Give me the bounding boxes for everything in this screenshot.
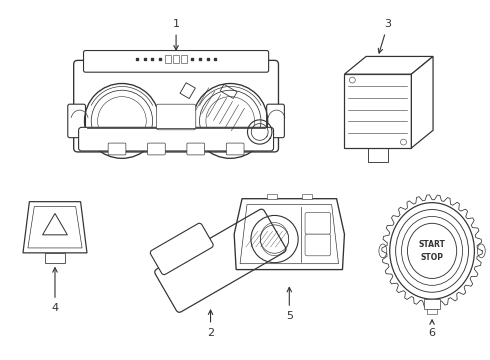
Text: 3: 3 — [378, 19, 391, 53]
Text: STOP: STOP — [420, 253, 443, 262]
FancyBboxPatch shape — [147, 143, 165, 155]
Text: 5: 5 — [286, 287, 293, 321]
Text: 1: 1 — [172, 19, 179, 50]
Ellipse shape — [408, 223, 457, 278]
Text: START: START — [418, 240, 445, 249]
Bar — [302, 194, 312, 199]
Bar — [181, 55, 187, 63]
Bar — [165, 55, 171, 63]
FancyBboxPatch shape — [150, 223, 213, 275]
FancyBboxPatch shape — [305, 212, 331, 234]
Polygon shape — [412, 57, 433, 148]
FancyBboxPatch shape — [108, 143, 126, 155]
FancyBboxPatch shape — [267, 104, 284, 138]
Text: 6: 6 — [429, 320, 436, 338]
Polygon shape — [344, 57, 433, 74]
Ellipse shape — [390, 203, 474, 299]
FancyBboxPatch shape — [156, 104, 196, 130]
FancyBboxPatch shape — [68, 104, 85, 138]
FancyBboxPatch shape — [305, 234, 331, 256]
FancyBboxPatch shape — [226, 143, 244, 155]
Bar — [267, 194, 276, 199]
Polygon shape — [344, 74, 412, 148]
FancyBboxPatch shape — [155, 209, 286, 312]
Bar — [45, 253, 65, 263]
FancyBboxPatch shape — [74, 60, 278, 152]
Text: 2: 2 — [207, 310, 214, 338]
Bar — [173, 55, 179, 63]
Text: 4: 4 — [51, 268, 58, 313]
FancyBboxPatch shape — [83, 50, 269, 72]
Bar — [424, 299, 440, 309]
FancyBboxPatch shape — [78, 127, 273, 151]
Bar — [427, 309, 437, 314]
FancyBboxPatch shape — [187, 143, 205, 155]
